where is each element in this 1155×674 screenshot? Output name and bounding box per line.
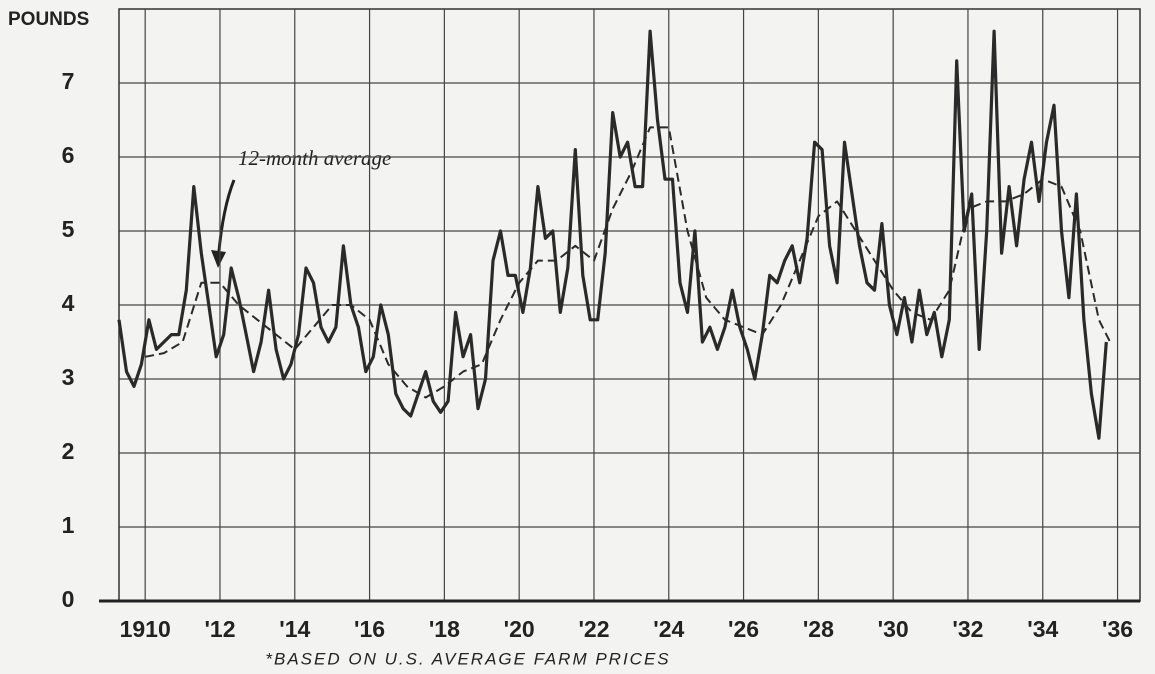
x-tick-label: '28 xyxy=(803,616,834,642)
arrow-head xyxy=(211,250,226,268)
annotation: 12-month average xyxy=(238,146,391,170)
y-tick-label: 6 xyxy=(62,142,75,168)
y-tick-label: 4 xyxy=(62,290,75,316)
y-axis-label: POUNDS xyxy=(8,9,89,30)
y-tick-label: 3 xyxy=(62,364,75,390)
x-tick-label: '32 xyxy=(952,616,983,642)
average-line xyxy=(145,126,1111,399)
y-tick-label: 1 xyxy=(62,512,75,538)
x-tick-label: '20 xyxy=(504,616,535,642)
y-tick-label: 0 xyxy=(62,586,75,612)
footnote: *BASED ON U.S. AVERAGE FARM PRICES xyxy=(265,649,670,668)
x-tick-label: '26 xyxy=(728,616,759,642)
x-tick-label: '16 xyxy=(354,616,385,642)
x-tick-label: '24 xyxy=(653,616,684,642)
x-tick-label: '34 xyxy=(1027,616,1058,642)
y-tick-label: 2 xyxy=(62,438,75,464)
y-tick-label: 7 xyxy=(62,68,75,94)
price-line xyxy=(117,29,1108,440)
x-tick-label: 1910 xyxy=(120,616,171,642)
y-tick-label: 5 xyxy=(62,216,75,242)
x-tick-label: '22 xyxy=(578,616,609,642)
x-tick-label: '18 xyxy=(429,616,460,642)
x-tick-label: '12 xyxy=(204,616,235,642)
x-tick-label: '30 xyxy=(878,616,909,642)
x-tick-label: '36 xyxy=(1102,616,1133,642)
x-tick-label: '14 xyxy=(279,616,310,642)
